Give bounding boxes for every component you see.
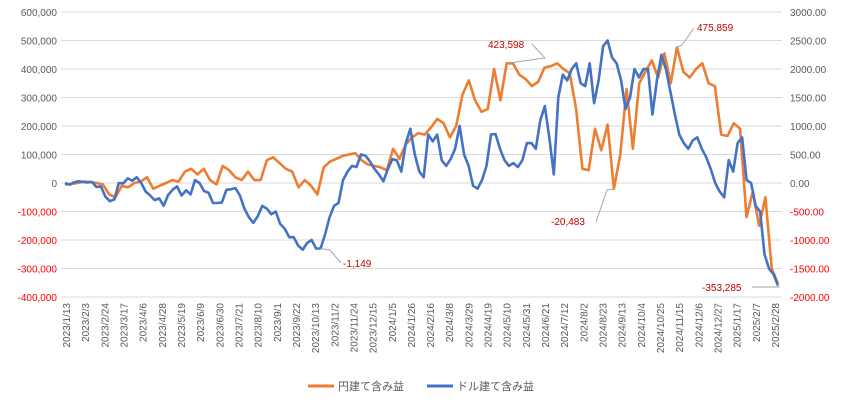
x-tick-label: 2025/2/28 [771,303,782,348]
x-tick-label: 2025/2/7 [752,303,763,342]
annotations: 423,598 475,859 -20,483 -1,149 -353,285 [320,23,780,294]
series-line-jpy [64,46,780,285]
y-right-tick-label: 0.00 [790,179,810,190]
annotation-leader [676,27,695,48]
annotation-leader [752,283,780,288]
x-tick-label: 2023/2/24 [100,303,111,348]
legend: 円建て含み益 ドル建て含み益 [308,379,534,393]
x-tick-label: 2024/5/31 [522,303,533,348]
x-tick-label: 2023/11/24 [349,303,360,353]
x-tick-label: 2024/8/23 [599,303,610,348]
y-right-tick-label: 3000.00 [790,8,827,19]
x-tick-label: 2024/4/19 [484,303,495,348]
x-axis: 2023/1/13 2023/2/3 2023/2/24 2023/3/17 2023/… [62,303,782,353]
legend-label-jpy: 円建て含み益 [338,379,404,393]
x-tick-label: 2024/1/26 [407,303,418,348]
y-left-tick-label: 100,000 [21,151,58,162]
y-axis-left: 600,000 500,000 400,000 300,000 200,000 100,0… [18,8,58,304]
y-left-tick-label: 600,000 [21,8,58,19]
annotation-leader [506,43,547,64]
x-tick-label: 2024/7/12 [560,303,571,348]
x-tick-label: 2023/9/1 [273,303,284,342]
annotation-leader [320,248,342,264]
y-left-tick-label: -100,000 [18,208,58,219]
y-right-tick-label: 1500.00 [790,94,827,105]
x-tick-label: 2024/12/27 [714,303,725,353]
x-tick-label: 2023/9/22 [292,303,303,348]
x-tick-label: 2023/8/10 [254,303,265,348]
legend-label-usd: ドル建て含み益 [457,379,534,393]
x-tick-label: 2024/1/5 [388,303,399,342]
y-left-tick-label: 0 [51,179,57,190]
y-right-tick-label: -1000.00 [790,236,830,247]
y-right-tick-label: -500.00 [790,208,824,219]
x-tick-label: 2024/8/2 [579,303,590,342]
x-tick-label: 2023/6/30 [215,303,226,348]
x-tick-label: 2024/6/21 [541,303,552,348]
x-tick-label: 2024/3/8 [445,303,456,342]
annotation-label: -20,483 [551,217,585,228]
x-tick-label: 2024/12/6 [694,303,705,348]
y-right-tick-label: 500.00 [790,151,821,162]
gridlines [61,11,782,298]
annotation-label: 423,598 [488,40,525,51]
x-tick-label: 2023/4/28 [158,303,169,348]
x-tick-label: 2023/2/3 [81,303,92,342]
x-tick-label: 2023/1/13 [62,303,73,348]
y-axis-right: 3000.00 2500.00 2000.00 1500.00 1000.00 500.0… [790,8,830,304]
x-tick-label: 2023/3/17 [119,303,130,348]
x-tick-label: 2024/3/29 [464,303,475,348]
series-line-usd [64,39,780,287]
x-tick-label: 2023/12/15 [369,303,380,353]
y-right-tick-label: -2000.00 [790,293,830,304]
x-tick-label: 2024/5/10 [503,303,514,348]
annotation-label: -353,285 [702,283,742,294]
x-tick-label: 2023/7/21 [234,303,245,348]
x-tick-label: 2023/4/6 [139,303,150,342]
x-tick-label: 2024/11/15 [675,303,686,353]
y-left-tick-label: 400,000 [21,65,58,76]
x-tick-label: 2023/10/13 [311,303,322,353]
x-tick-label: 2023/6/9 [196,303,207,342]
y-left-tick-label: 200,000 [21,122,58,133]
y-right-tick-label: 2000.00 [790,65,827,76]
annotation-label: 475,859 [697,23,734,34]
y-right-tick-label: 2500.00 [790,37,827,48]
x-tick-label: 2024/2/16 [426,303,437,348]
x-tick-label: 2025/1/17 [733,303,744,348]
y-left-tick-label: 300,000 [21,94,58,105]
y-left-tick-label: -400,000 [18,293,58,304]
y-right-tick-label: 1000.00 [790,122,827,133]
x-tick-label: 2023/5/19 [177,303,188,348]
x-tick-label: 2024/10/25 [656,303,667,353]
y-right-tick-label: -1500.00 [790,265,830,276]
y-left-tick-label: -200,000 [18,236,58,247]
annotation-label: -1,149 [343,259,372,270]
annotation-leader [595,188,614,223]
x-tick-label: 2023/11/2 [330,303,341,347]
series-lines [64,39,780,287]
y-left-tick-label: -300,000 [18,265,58,276]
x-tick-label: 2024/10/4 [637,303,648,348]
x-tick-label: 2024/9/13 [618,303,629,348]
y-left-tick-label: 500,000 [21,37,58,48]
